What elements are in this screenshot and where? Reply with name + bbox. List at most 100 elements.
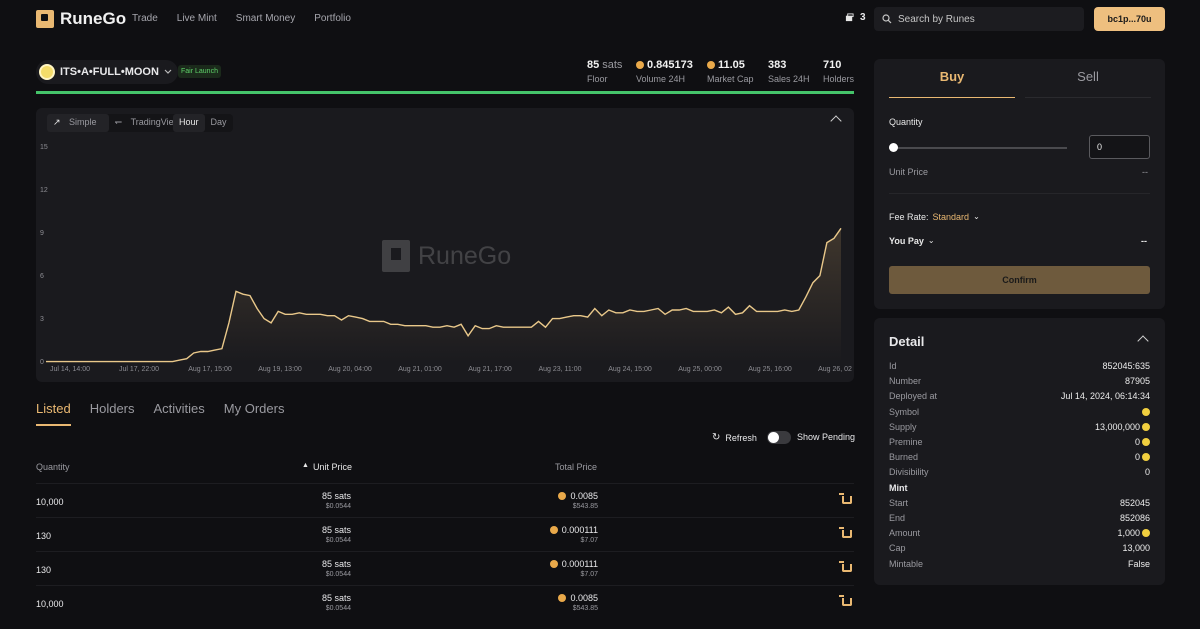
brand-logo[interactable]: RuneGo	[36, 9, 126, 29]
fee-rate-selector[interactable]: Fee Rate: Standard ⌄	[889, 212, 980, 222]
you-pay-value: --	[1141, 236, 1147, 246]
y-tick-label: 3	[40, 316, 44, 323]
search-box[interactable]	[874, 7, 1084, 31]
wallet-button[interactable]: bc1p...70u	[1094, 7, 1165, 31]
cart-icon[interactable]	[839, 561, 852, 572]
token-selector[interactable]: ITS•A•FULL•MOON	[36, 60, 178, 84]
x-tick-label: Aug 23, 11:00	[538, 366, 582, 373]
row-quantity: 130	[36, 531, 52, 541]
quantity-input[interactable]	[1089, 135, 1150, 159]
nav-portfolio[interactable]: Portfolio	[314, 13, 351, 24]
interval-toggle: Hour Day	[173, 114, 233, 132]
x-tick-label: Aug 26, 02	[818, 366, 852, 373]
runego-logo-icon	[382, 240, 410, 272]
btc-coin-icon	[707, 61, 715, 69]
stat-holders: 710 Holders	[823, 59, 854, 84]
col-total-price[interactable]: Total Price	[555, 462, 598, 472]
table-row: 130 85 sats $0.0544 0.000111 $7.07	[36, 551, 854, 585]
tab-listed[interactable]: Listed	[36, 401, 71, 426]
row-quantity: 10,000	[36, 497, 64, 507]
x-tick-label: Jul 14, 14:00	[49, 366, 91, 373]
x-tick-label: Aug 19, 13:00	[258, 366, 302, 373]
row-total-btc: 0.000111	[561, 525, 598, 535]
stat-sales-label: Sales 24H	[768, 74, 810, 84]
quantity-label: Quantity	[889, 117, 923, 127]
row-price-usd: $0.0544	[325, 571, 351, 578]
stat-mcap-value: 11.05	[718, 59, 745, 71]
chart-type-toggle: ↗ Simple ↽ TradingView	[47, 114, 193, 132]
detail-value: 13,000,000	[1094, 421, 1140, 432]
nav-smart-money[interactable]: Smart Money	[235, 13, 296, 24]
hour-tab[interactable]: Hour	[173, 114, 205, 132]
token-name: ITS•A•FULL•MOON	[60, 66, 159, 78]
y-tick-label: 6	[40, 273, 44, 280]
detail-value: 1,000	[1117, 528, 1140, 539]
simple-chart-tab[interactable]: ↗ Simple	[47, 114, 109, 132]
row-price-sats: 85 sats	[321, 593, 351, 603]
stat-floor-unit: sats	[602, 59, 623, 71]
chevron-down-icon: ⌄	[927, 236, 935, 245]
tradingview-tab[interactable]: ↽ TradingView	[109, 114, 193, 132]
search-icon	[882, 14, 892, 24]
show-pending-toggle[interactable]	[767, 431, 791, 444]
row-price-sats: 85 sats	[321, 559, 351, 569]
row-price-usd: $0.0544	[325, 605, 351, 612]
rune-coin-icon	[1142, 438, 1150, 446]
row-total-btc: 0.000111	[561, 559, 598, 569]
quantity-slider-handle[interactable]	[889, 143, 898, 152]
cart-icon[interactable]	[839, 493, 852, 504]
detail-value: 852086	[1119, 513, 1150, 523]
cart-icon[interactable]	[839, 527, 852, 538]
row-total-price: 0.0085 $543.85	[558, 491, 598, 510]
stat-volume-value: 0.845173	[647, 59, 693, 71]
row-total-price: 0.000111 $7.07	[549, 559, 598, 578]
detail-key: Divisibility	[889, 467, 929, 478]
tab-holders[interactable]: Holders	[89, 401, 135, 416]
col-quantity[interactable]: Quantity	[36, 462, 70, 472]
refresh-button[interactable]: ↻ Refresh	[712, 432, 757, 443]
x-tick-label: Aug 24, 15:00	[608, 366, 652, 373]
rune-coin-icon	[1142, 422, 1150, 431]
unit-price-value: --	[1142, 167, 1148, 177]
nav-live-mint[interactable]: Live Mint	[176, 13, 217, 24]
rune-coin-icon	[1142, 529, 1150, 538]
tab-activities[interactable]: Activities	[153, 401, 205, 416]
tab-buy[interactable]: Buy	[889, 69, 1015, 98]
btc-coin-icon	[636, 61, 644, 69]
stat-volume-label: Volume 24H	[636, 74, 686, 84]
y-tick-label: 0	[40, 359, 44, 366]
quantity-slider[interactable]	[889, 147, 1067, 149]
detail-key: Start	[889, 497, 909, 508]
fee-rate-value: Standard	[932, 212, 970, 222]
detail-key: Mintable	[889, 558, 924, 569]
nav-trade[interactable]: Trade	[132, 13, 158, 24]
notifications-button[interactable]: 3	[845, 12, 866, 23]
day-tab[interactable]: Day	[210, 117, 227, 127]
detail-key: Premine	[889, 437, 923, 447]
btc-coin-icon	[549, 526, 558, 534]
cart-icon[interactable]	[839, 595, 852, 606]
row-price-usd: $0.0544	[325, 503, 351, 510]
detail-key: Symbol	[889, 406, 920, 417]
detail-row: Premine 0	[889, 437, 1150, 447]
row-total-usd: $7.07	[580, 537, 598, 544]
detail-row: Number 87905	[889, 376, 1150, 386]
you-pay-selector[interactable]: You Pay ⌄	[889, 236, 935, 246]
progress-bar	[36, 91, 854, 94]
detail-row: Burned 0	[889, 452, 1150, 462]
tab-my-orders[interactable]: My Orders	[223, 401, 285, 416]
brand-name: RuneGo	[60, 9, 127, 28]
col-unit-price[interactable]: ▲ Unit Price	[302, 462, 352, 472]
search-input[interactable]	[898, 13, 1078, 25]
tab-sell[interactable]: Sell	[1025, 69, 1151, 98]
row-quantity: 130	[36, 565, 52, 575]
col-unit-price-label: Unit Price	[312, 462, 352, 472]
detail-row: Id 852045:635	[889, 361, 1150, 371]
sort-asc-icon: ▲	[302, 462, 309, 469]
detail-row: Cap 13,000	[889, 543, 1150, 553]
detail-row: Symbol	[889, 407, 1150, 417]
detail-value: 852045	[1119, 497, 1150, 508]
detail-row: Amount 1,000	[889, 528, 1150, 538]
confirm-button[interactable]: Confirm	[889, 266, 1150, 294]
row-total-btc: 0.0085	[570, 491, 598, 501]
